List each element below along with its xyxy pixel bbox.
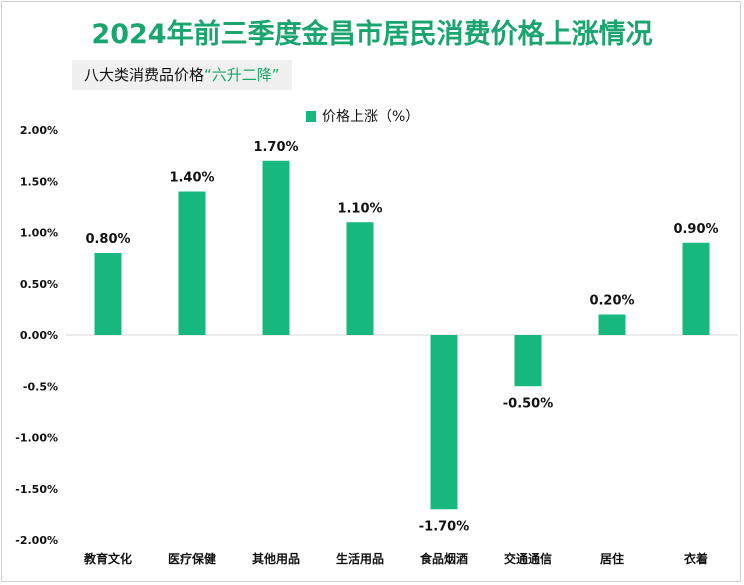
y-tick-label: -1.50% (15, 483, 58, 496)
bar (430, 335, 458, 510)
subtitle-text: 八大类消费品价格 (84, 66, 205, 84)
x-tick-label: 交通通信 (504, 551, 552, 566)
y-tick-label: 2.00% (20, 124, 58, 137)
data-label: 1.40% (169, 171, 214, 186)
legend-swatch (306, 111, 316, 122)
y-tick-label: -0.5% (23, 380, 58, 393)
data-label: 0.20% (589, 294, 634, 309)
bar (94, 253, 122, 335)
bar (514, 335, 542, 387)
data-label: -1.70% (419, 519, 470, 534)
chart-title: 2024年前三季度金昌市居民消费价格上涨情况 (91, 19, 653, 50)
bar (346, 222, 374, 335)
data-label: 0.90% (673, 222, 718, 237)
data-label: 1.10% (337, 201, 382, 216)
bar (598, 314, 626, 335)
data-label: -0.50% (503, 396, 554, 411)
x-tick-label: 医疗保健 (168, 551, 217, 566)
y-tick-label: 0.50% (20, 278, 58, 291)
bar (178, 191, 206, 335)
x-tick-label: 其他用品 (252, 551, 300, 566)
y-tick-label: 1.00% (20, 227, 58, 240)
y-tick-label: -1.00% (15, 432, 58, 445)
data-label: 0.80% (85, 232, 130, 247)
data-label: 1.70% (253, 140, 298, 155)
legend-label: 价格上涨（%） (322, 109, 419, 125)
x-tick-label: 食品烟酒 (419, 551, 468, 566)
y-tick-label: 1.50% (20, 175, 58, 188)
bar (262, 160, 290, 335)
subtitle-banner: 八大类消费品价格“六升二降” (72, 60, 292, 90)
subtitle-highlight: “六升二降” (204, 66, 280, 84)
x-tick-label: 生活用品 (336, 551, 384, 566)
y-tick-label: 0.00% (20, 329, 58, 342)
x-tick-label: 衣着 (684, 551, 708, 566)
y-tick-label: -2.00% (15, 534, 58, 547)
bar (682, 242, 710, 335)
x-tick-label: 教育文化 (83, 551, 132, 566)
x-tick-label: 居住 (600, 551, 624, 566)
